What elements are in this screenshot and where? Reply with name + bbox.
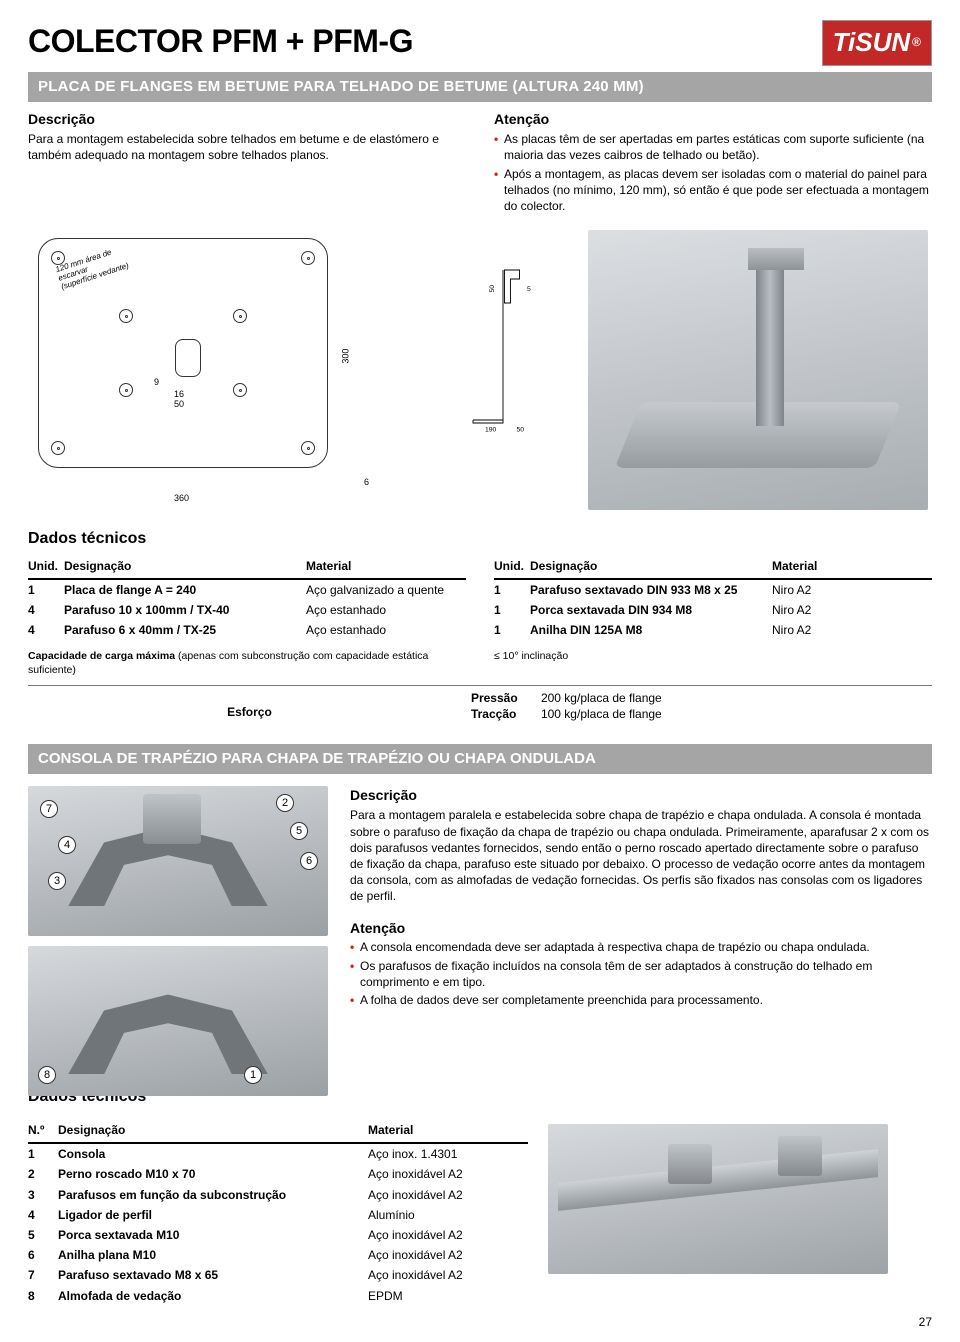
- traccao-label: Tracção: [471, 706, 541, 722]
- parts-table-consola: N.º Designação Material 1ConsolaAço inox…: [28, 1118, 528, 1306]
- th-unid: Unid.: [28, 554, 64, 579]
- dim-value: 5: [527, 286, 531, 293]
- th-material: Material: [306, 554, 466, 579]
- tech-data-heading: Dados técnicos: [28, 528, 932, 550]
- table-row: 7Parafuso sextavado M8 x 65Aço inoxidáve…: [28, 1265, 528, 1285]
- technical-drawing-plate: 120 mm área de escarvar (superfície veda…: [28, 230, 448, 510]
- th-designacao: Designação: [530, 554, 772, 579]
- dim-value: 300: [339, 349, 351, 364]
- table-row: 1Porca sextavada DIN 934 M8Niro A2: [494, 600, 932, 620]
- attention-heading: Atenção: [494, 110, 932, 129]
- table-row: 1Anilha DIN 125A M8Niro A2: [494, 620, 932, 640]
- page-number: 27: [28, 1314, 932, 1330]
- dim-value: 190: [485, 426, 497, 433]
- product-render-flange: [588, 230, 928, 510]
- dim-value: 9: [154, 376, 159, 388]
- attention2-list: A consola encomendada deve ser adaptada …: [350, 939, 932, 1008]
- description2-heading: Descrição: [350, 786, 932, 805]
- table-row: 1ConsolaAço inox. 1.4301: [28, 1143, 528, 1164]
- description-heading: Descrição: [28, 110, 466, 129]
- pressao-label: Pressão: [471, 690, 541, 706]
- table-row: 8Almofada de vedaçãoEPDM: [28, 1286, 528, 1306]
- table-row: 5Porca sextavada M10Aço inoxidável A2: [28, 1225, 528, 1245]
- parts-table-right: Unid. Designação Material 1Parafuso sext…: [494, 554, 932, 641]
- dim-value: 360: [174, 492, 189, 504]
- th-material: Material: [772, 554, 932, 579]
- section2-heading: CONSOLA DE TRAPÉZIO PARA CHAPA DE TRAPÉZ…: [28, 744, 932, 774]
- attention-item: As placas têm de ser apertadas em partes…: [494, 131, 932, 163]
- trademark-icon: ®: [912, 34, 921, 50]
- th-designacao: Designação: [58, 1118, 368, 1143]
- table-row: 2Perno roscado M10 x 70Aço inoxidável A2: [28, 1164, 528, 1184]
- table-row: 1Parafuso sextavado DIN 933 M8 x 25Niro …: [494, 579, 932, 600]
- th-unid: Unid.: [494, 554, 530, 579]
- dim-value: 50: [489, 285, 496, 293]
- table-row: 6Anilha plana M10Aço inoxidável A2: [28, 1245, 528, 1265]
- attention-item: A consola encomendada deve ser adaptada …: [350, 939, 932, 955]
- attention-list: As placas têm de ser apertadas em partes…: [494, 131, 932, 214]
- brand-logo: TiSUN®: [822, 20, 932, 66]
- table-row: 4Parafuso 6 x 40mm / TX-25Aço estanhado: [28, 620, 466, 640]
- attention-item: Os parafusos de fixação incluídos na con…: [350, 958, 932, 990]
- table-row: 4Parafuso 10 x 100mm / TX-40Aço estanhad…: [28, 600, 466, 620]
- attention2-heading: Atenção: [350, 919, 932, 938]
- attention-item: Após a montagem, as placas devem ser iso…: [494, 166, 932, 215]
- traccao-value: 100 kg/placa de flange: [541, 706, 662, 722]
- product-render-profile: [548, 1124, 888, 1274]
- section1-heading: PLACA DE FLANGES EM BETUME PARA TELHADO …: [28, 72, 932, 102]
- table-row: 4Ligador de perfilAlumínio: [28, 1205, 528, 1225]
- th-designacao: Designação: [64, 554, 306, 579]
- parts-table-left: Unid. Designação Material 1Placa de flan…: [28, 554, 466, 641]
- technical-drawing-bracket: 50 190 50 5: [458, 230, 578, 490]
- consola-diagram: 7 4 3 2 5 6 8 1: [28, 786, 328, 1066]
- brand-text: TiSUN: [833, 25, 911, 60]
- page-title: COLECTOR PFM + PFM-G: [28, 20, 413, 63]
- table-row: 1Placa de flange A = 240Aço galvanizado …: [28, 579, 466, 600]
- th-num: N.º: [28, 1118, 58, 1143]
- esforco-label: Esforço: [28, 704, 471, 722]
- dim-value: 50: [174, 398, 184, 410]
- dim-value: 6: [364, 476, 369, 488]
- capacity-note: Capacidade de carga máxima (apenas com s…: [28, 649, 466, 677]
- attention-item: A folha de dados deve ser completamente …: [350, 992, 932, 1008]
- table-row: 3Parafusos em função da subconstruçãoAço…: [28, 1185, 528, 1205]
- description-text: Para a montagem estabelecida sobre telha…: [28, 131, 466, 163]
- inclination-note: ≤ 10° inclinação: [494, 649, 932, 663]
- pressao-value: 200 kg/placa de flange: [541, 690, 662, 706]
- description2-text: Para a montagem paralela e estabelecida …: [350, 807, 932, 904]
- dim-value: 50: [517, 426, 525, 433]
- th-material: Material: [368, 1118, 528, 1143]
